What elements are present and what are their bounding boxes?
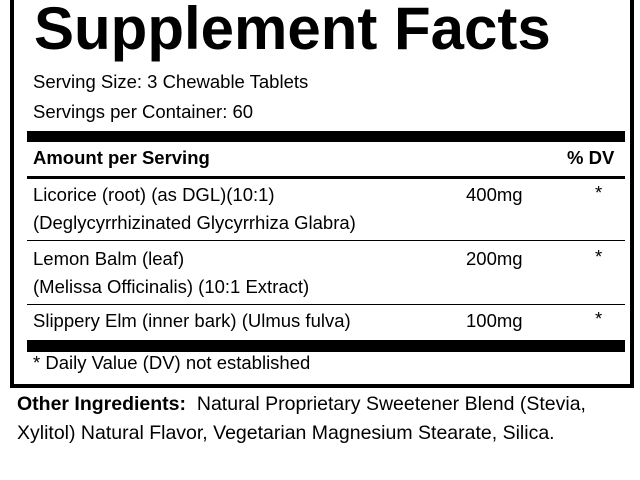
ingredient-name: Slippery Elm (inner bark) (Ulmus fulva) [33,310,351,331]
ingredient-latin-name: (Deglycyrrhizinated Glycyrrhiza Glabra) [33,212,356,233]
dv-header: % DV [567,147,615,168]
ingredient-dv: * [595,182,603,203]
servings-per-container: Servings per Container: 60 [33,101,254,122]
other-ingredients-text: Natural Proprietary Sweetener Blend (Ste… [17,393,586,444]
header-divider [27,176,625,179]
other-ingredients-label: Other Ingredients: [17,393,187,415]
supplement-facts-panel [10,0,634,388]
row-divider [27,240,625,241]
thick-divider [27,131,625,142]
ingredient-latin-name: (Melissa Officinalis) (10:1 Extract) [33,276,310,297]
panel-title: Supplement Facts [34,0,551,62]
ingredient-amount: 200mg [466,248,523,269]
footnote: * Daily Value (DV) not established [33,352,311,373]
ingredient-name: Licorice (root) (as DGL)(10:1) [33,184,275,205]
other-ingredients: Other Ingredients: Natural Proprietary S… [17,390,632,448]
row-divider [27,304,625,305]
ingredient-name: Lemon Balm (leaf) [33,248,185,269]
ingredient-amount: 100mg [466,310,523,331]
serving-size: Serving Size: 3 Chewable Tablets [33,71,309,92]
ingredient-dv: * [595,308,603,329]
amount-per-serving-header: Amount per Serving [33,147,210,168]
ingredient-amount: 400mg [466,184,523,205]
thick-divider [27,340,625,352]
ingredient-dv: * [595,246,603,267]
